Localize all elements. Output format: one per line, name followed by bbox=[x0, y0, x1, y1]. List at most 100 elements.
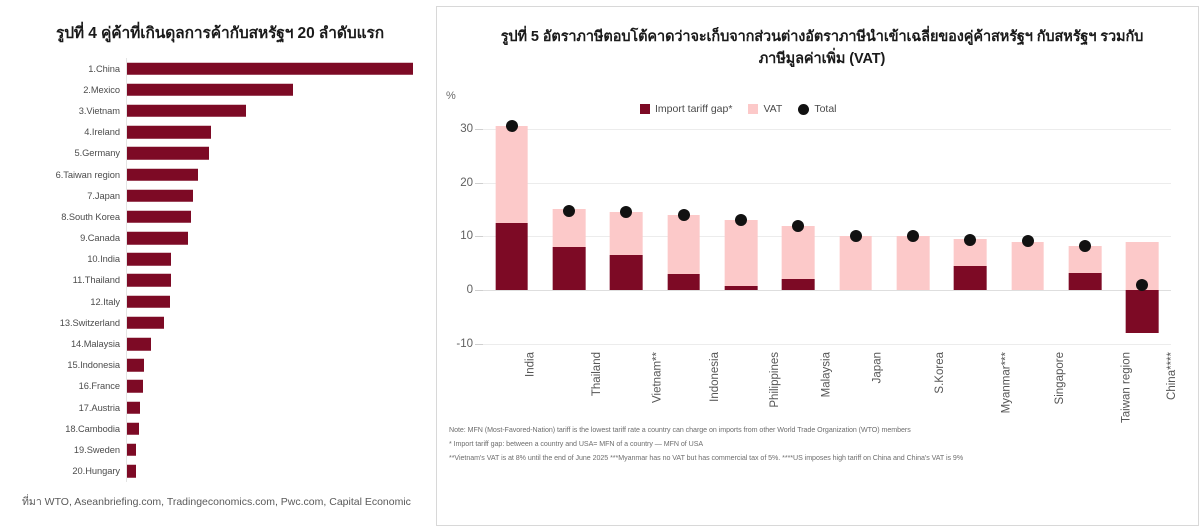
figure-5-total-marker bbox=[1078, 240, 1091, 253]
figure-4-bar bbox=[127, 358, 145, 372]
figure-5-plot-area: -10 0 10 20 30 India Thailand Vietnam** Indonesi… bbox=[456, 118, 1178, 423]
figure-5-total-marker bbox=[620, 206, 633, 219]
figure-4-bar-row: 13.Switzerland bbox=[18, 312, 423, 334]
figure-4-bar bbox=[127, 274, 172, 287]
figure-4-axis-line bbox=[126, 418, 127, 440]
figure-4-axis-line bbox=[126, 185, 127, 207]
figure-5-legend-label: VAT bbox=[763, 103, 783, 115]
figure-5-bar-segment-import-tariff-gap bbox=[667, 274, 700, 291]
legend-swatch-icon bbox=[748, 104, 759, 114]
figure-4-axis-line bbox=[126, 79, 127, 101]
figure-5-legend-label: Import tariff gap* bbox=[655, 103, 733, 115]
figure-5-column: Vietnam** bbox=[598, 118, 664, 403]
figure-5-panel: รูปที่ 5 อัตราภาษีตอบโต้คาดว่าจะเก็บจากส… bbox=[437, 0, 1200, 532]
figure-4-axis-line bbox=[126, 227, 127, 249]
figure-5-y-tick-mark bbox=[475, 182, 483, 184]
figure-4-bar-row: 7.Japan bbox=[18, 185, 423, 207]
figure-5-bar-segment-import-tariff-gap bbox=[953, 265, 987, 291]
figure-5-columns: India Thailand Vietnam** Indonesia Philippin… bbox=[483, 118, 1178, 423]
figure-4-axis-line bbox=[126, 100, 127, 122]
figure-4-bar bbox=[127, 125, 211, 139]
figure-4-bar bbox=[127, 231, 189, 245]
figure-5-bar-segment-import-tariff-gap bbox=[781, 279, 815, 291]
figure-4-bar-label: 13.Switzerland bbox=[59, 317, 120, 328]
figure-4-bar-track bbox=[126, 206, 423, 228]
figure-4-bar-row: 14.Malaysia bbox=[18, 333, 423, 355]
figure-4-bar bbox=[127, 464, 137, 478]
figure-5-gridline bbox=[483, 236, 1171, 238]
figure-4-bar-row: 20.Hungary bbox=[18, 460, 423, 482]
figure-5-total-marker bbox=[734, 214, 747, 227]
figure-4-axis-line bbox=[126, 206, 127, 228]
figure-5-legend: Import tariff gap* VAT Total bbox=[640, 103, 837, 115]
figure-4-bar-label: 20.Hungary bbox=[72, 466, 120, 477]
figure-5-bar-segment-import-tariff-gap bbox=[609, 255, 643, 291]
figure-4-bar-row: 1.China bbox=[18, 58, 423, 80]
figure-5-bar-segment-vat bbox=[609, 212, 643, 256]
figure-5-x-axis-label-text: Thailand bbox=[591, 352, 604, 397]
figure-4-bar-row: 9.Canada bbox=[18, 227, 423, 249]
figure-4-bar-label: 12.Italy bbox=[90, 296, 120, 307]
figure-5-x-axis-label-text: India bbox=[524, 352, 537, 377]
figure-4-bar-label: 8.South Korea bbox=[61, 211, 120, 222]
figure-4-bar-label: 10.India bbox=[87, 254, 120, 265]
legend-swatch-icon bbox=[640, 104, 650, 114]
figure-5-bar-segment-import-tariff-gap bbox=[724, 285, 758, 291]
figure-4-bar-row: 2.Mexico bbox=[18, 79, 423, 101]
figure-4-bar-track bbox=[126, 269, 423, 292]
figure-5-column: Taiwan region bbox=[1056, 118, 1132, 423]
figure-4-bar-track bbox=[126, 163, 423, 186]
figure-5-y-tick-label: -10 bbox=[456, 338, 473, 350]
figure-5-bar-segment-vat bbox=[667, 214, 700, 275]
figure-5-x-axis-label-text: Philippines bbox=[768, 352, 781, 408]
figure-4-bar-row: 11.Thailand bbox=[18, 269, 423, 292]
figure-4-bar-label: 19.Sweden bbox=[73, 444, 120, 455]
figure-5-total-marker bbox=[849, 230, 862, 243]
figure-4-bar bbox=[127, 253, 172, 266]
figure-5-y-tick-label: 0 bbox=[466, 284, 473, 297]
figure-4-bar-track bbox=[126, 79, 423, 101]
figure-4-axis-line bbox=[126, 142, 127, 164]
figure-5-total-marker bbox=[964, 234, 977, 247]
figure-4-bar-row: 17.Austria bbox=[18, 397, 423, 419]
figure-5-x-axis-label-text: China**** bbox=[1166, 352, 1179, 400]
figure-4-bar-label: 16.France bbox=[78, 381, 120, 392]
figure-5-bar-segment-vat bbox=[495, 126, 528, 223]
figure-4-bar-track bbox=[126, 121, 423, 143]
figure-4-bar-track bbox=[126, 185, 423, 207]
figure-4-bar bbox=[127, 104, 247, 118]
figure-5-gridline bbox=[483, 344, 1171, 345]
figure-4-bar-row: 19.Sweden bbox=[18, 439, 423, 461]
figure-4-bar-label: 18.Cambodia bbox=[65, 423, 120, 434]
figure-5-x-axis-label-text: Singapore bbox=[1053, 352, 1066, 405]
figure-4-bar bbox=[127, 62, 413, 75]
figure-5-legend-item: Total bbox=[798, 103, 837, 115]
figure-4-bar-track bbox=[126, 333, 423, 355]
figure-5-bar-segment-vat bbox=[781, 225, 815, 280]
y-axis-unit-label: % bbox=[446, 90, 456, 102]
figure-5-total-marker bbox=[792, 219, 805, 232]
figure-4-bar-track bbox=[126, 354, 423, 376]
figure-4-bar-label: 14.Malaysia bbox=[70, 339, 120, 350]
figure-4-bar-label: 9.Canada bbox=[80, 233, 120, 244]
figure-5-x-axis-label-text: Vietnam** bbox=[651, 352, 664, 403]
figure-5-x-axis-label: Japan bbox=[871, 321, 883, 383]
figure-4-bar-label: 4.Ireland bbox=[84, 127, 120, 138]
figure-4-axis-line bbox=[126, 312, 127, 334]
figure-5-y-tick-label: 10 bbox=[460, 230, 473, 243]
figure-4-axis-line bbox=[126, 354, 127, 376]
figure-5-column: Malaysia bbox=[770, 118, 833, 397]
figure-5-legend-item: Import tariff gap* bbox=[640, 103, 732, 115]
figure-4-axis-line bbox=[126, 58, 127, 80]
figure-5-bar-segment-import-tariff-gap bbox=[495, 222, 528, 291]
panel-divider bbox=[436, 6, 437, 526]
figure-4-bar-track bbox=[126, 291, 423, 313]
figure-4-bar-row: 16.France bbox=[18, 375, 423, 397]
figure-4-axis-line bbox=[126, 333, 127, 355]
figure-5-title-line-2: ภาษีมูลค่าเพิ่ม (VAT) bbox=[758, 51, 886, 68]
figure-5-column: Indonesia bbox=[655, 118, 721, 402]
figure-4-bar-track bbox=[126, 439, 423, 461]
figure-4-bar-track bbox=[126, 418, 423, 440]
figure-5-x-axis-label: China**** bbox=[1166, 304, 1178, 400]
figure-5-note-line: **Vietnam's VAT is at 8% until the end o… bbox=[449, 453, 964, 462]
